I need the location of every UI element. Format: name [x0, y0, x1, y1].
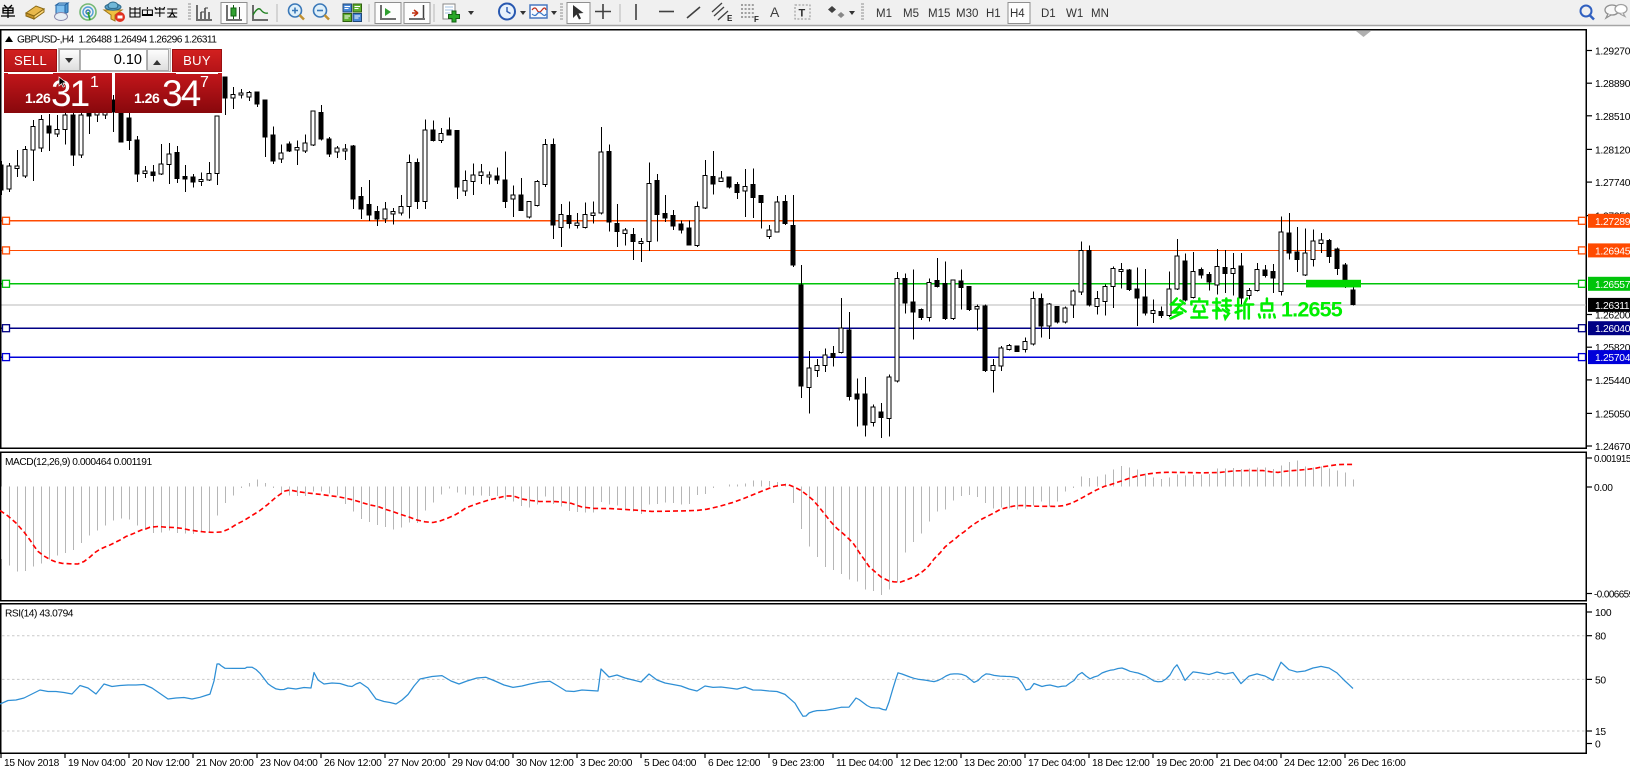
svg-text:1.28510: 1.28510 — [1595, 112, 1630, 123]
svg-text:1.26200: 1.26200 — [1595, 311, 1630, 322]
svg-text:12 Dec 12:00: 12 Dec 12:00 — [900, 758, 958, 769]
svg-text:H4: H4 — [1010, 8, 1025, 20]
svg-text:MACD(12,26,9) 0.000464 0.00119: MACD(12,26,9) 0.000464 0.001191 — [5, 457, 152, 468]
svg-text:T: T — [799, 8, 806, 20]
svg-text:1.25820: 1.25820 — [1595, 343, 1630, 354]
svg-text:6 Dec 12:00: 6 Dec 12:00 — [708, 758, 761, 769]
svg-text:1.24670: 1.24670 — [1595, 442, 1630, 453]
svg-text:E: E — [727, 14, 733, 23]
svg-text:1.26557: 1.26557 — [1595, 280, 1630, 291]
svg-text:0.00: 0.00 — [1594, 483, 1613, 494]
svg-text:15 Nov 2018: 15 Nov 2018 — [4, 758, 60, 769]
svg-text:GBPUSD-,H4 1.26488 1.26494 1.: GBPUSD-,H4 1.26488 1.26494 1.26296 1.263… — [17, 35, 217, 46]
svg-text:0.001915: 0.001915 — [1594, 454, 1630, 465]
svg-text:D1: D1 — [1041, 8, 1056, 20]
svg-text:1.29270: 1.29270 — [1595, 47, 1630, 58]
svg-text:26 Dec 16:00: 26 Dec 16:00 — [1348, 758, 1406, 769]
svg-text:50: 50 — [1595, 675, 1606, 686]
svg-text:M15: M15 — [928, 8, 950, 20]
svg-text:9 Dec 23:00: 9 Dec 23:00 — [772, 758, 825, 769]
svg-text:F: F — [754, 15, 759, 24]
svg-text:0: 0 — [1595, 740, 1601, 751]
svg-text:-0.006659: -0.006659 — [1594, 590, 1630, 601]
svg-text:1.26311: 1.26311 — [1595, 301, 1630, 312]
svg-text:MN: MN — [1091, 8, 1109, 20]
svg-text:20 Nov 12:00: 20 Nov 12:00 — [132, 758, 190, 769]
svg-text:30 Nov 12:00: 30 Nov 12:00 — [516, 758, 574, 769]
svg-text:80: 80 — [1595, 632, 1606, 643]
svg-text:1.26040: 1.26040 — [1595, 324, 1630, 335]
svg-text:A: A — [770, 4, 780, 20]
svg-text:1.25704: 1.25704 — [1595, 353, 1630, 364]
svg-text:26 Nov 12:00: 26 Nov 12:00 — [324, 758, 382, 769]
svg-text:H1: H1 — [986, 8, 1001, 20]
svg-text:11 Dec 04:00: 11 Dec 04:00 — [836, 758, 893, 769]
svg-text:5 Dec 04:00: 5 Dec 04:00 — [644, 758, 697, 769]
svg-text:M5: M5 — [903, 8, 919, 20]
svg-text:1.28890: 1.28890 — [1595, 79, 1630, 90]
svg-text:21 Dec 04:00: 21 Dec 04:00 — [1220, 758, 1278, 769]
svg-text:15: 15 — [1595, 727, 1606, 738]
svg-text:1.2655: 1.2655 — [1281, 298, 1343, 322]
svg-text:18 Dec 12:00: 18 Dec 12:00 — [1092, 758, 1150, 769]
svg-text:100: 100 — [1595, 608, 1612, 619]
svg-text:1.25050: 1.25050 — [1595, 409, 1630, 420]
svg-text:27 Nov 20:00: 27 Nov 20:00 — [388, 758, 446, 769]
svg-text:1.27289: 1.27289 — [1595, 217, 1630, 228]
svg-text:23 Nov 04:00: 23 Nov 04:00 — [260, 758, 318, 769]
svg-text:M1: M1 — [876, 8, 892, 20]
svg-text:24 Dec 12:00: 24 Dec 12:00 — [1284, 758, 1342, 769]
svg-text:1.27740: 1.27740 — [1595, 178, 1630, 189]
svg-text:21 Nov 20:00: 21 Nov 20:00 — [196, 758, 254, 769]
svg-text:W1: W1 — [1066, 8, 1083, 20]
svg-text:M30: M30 — [956, 8, 978, 20]
svg-text:3 Dec 20:00: 3 Dec 20:00 — [580, 758, 633, 769]
svg-text:19 Nov 04:00: 19 Nov 04:00 — [68, 758, 126, 769]
svg-text:29 Nov 04:00: 29 Nov 04:00 — [452, 758, 510, 769]
svg-text:17 Dec 04:00: 17 Dec 04:00 — [1028, 758, 1086, 769]
svg-text:13 Dec 20:00: 13 Dec 20:00 — [964, 758, 1022, 769]
svg-text:19 Dec 20:00: 19 Dec 20:00 — [1156, 758, 1214, 769]
svg-text:RSI(14) 43.0794: RSI(14) 43.0794 — [5, 609, 74, 620]
svg-text:1.26945: 1.26945 — [1595, 246, 1630, 257]
svg-text:1.28120: 1.28120 — [1595, 145, 1630, 156]
svg-text:1.25440: 1.25440 — [1595, 376, 1630, 387]
